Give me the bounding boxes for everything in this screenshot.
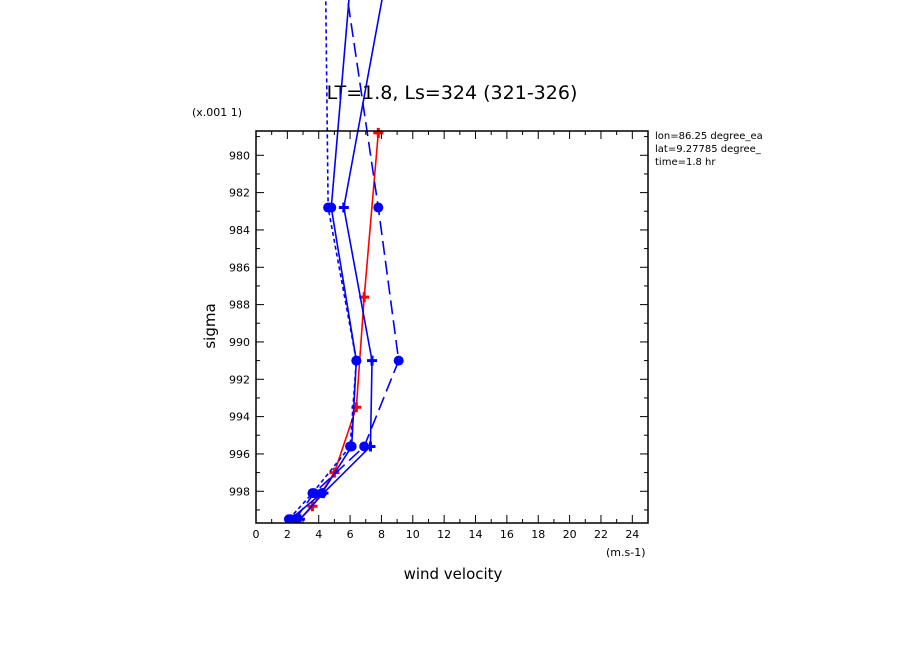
x-tick-label: 24 xyxy=(625,528,639,541)
series-line xyxy=(299,0,383,520)
y-tick-label: 982 xyxy=(229,187,250,200)
x-tick-label: 20 xyxy=(563,528,577,541)
series-point xyxy=(318,488,329,499)
y-scale-label: (x.001 1) xyxy=(192,106,242,119)
series-2 xyxy=(294,0,383,523)
y-tick-label: 990 xyxy=(229,336,250,349)
x-scale-label: (m.s-1) xyxy=(606,546,646,559)
x-tick-label: 18 xyxy=(531,528,545,541)
series-layer xyxy=(283,0,404,523)
series-point xyxy=(359,441,370,452)
series-point xyxy=(345,441,356,452)
y-axis-label: sigma xyxy=(201,303,219,348)
y-tick-label: 998 xyxy=(229,485,250,498)
x-tick-label: 12 xyxy=(437,528,451,541)
y-tick-label: 996 xyxy=(229,448,250,461)
series-point xyxy=(373,202,384,213)
x-tick-label: 2 xyxy=(284,528,291,541)
annotation-time: time=1.8 hr xyxy=(655,157,716,168)
axes-layer: 0 2 4 6 8 10 12 14 16 18 20 22 249809829849869889909… xyxy=(229,130,649,541)
plot-frame xyxy=(255,130,649,524)
series-point xyxy=(393,355,404,366)
y-tick-label: 980 xyxy=(229,149,250,162)
series-point xyxy=(307,488,318,499)
series-point xyxy=(351,355,362,366)
y-tick-label: 994 xyxy=(229,411,250,424)
y-tick-label: 984 xyxy=(229,224,250,237)
series-4 xyxy=(283,0,362,523)
series-line xyxy=(289,0,358,520)
x-tick-label: 10 xyxy=(406,528,420,541)
x-tick-label: 4 xyxy=(315,528,322,541)
series-point xyxy=(283,514,294,523)
y-tick-label: 992 xyxy=(229,373,250,386)
chart-title: LT=1.8, Ls=324 (321-326) xyxy=(327,82,578,104)
x-tick-label: 14 xyxy=(469,528,483,541)
series-line xyxy=(288,0,358,520)
x-tick-label: 6 xyxy=(347,528,354,541)
y-tick-label: 986 xyxy=(229,261,250,274)
x-tick-label: 16 xyxy=(500,528,514,541)
series-point xyxy=(338,202,349,213)
annotation-lon: lon=86.25 degree_ea xyxy=(655,131,763,142)
series-point xyxy=(367,355,378,366)
x-axis-label: wind velocity xyxy=(404,565,503,583)
x-tick-label: 8 xyxy=(378,528,385,541)
x-tick-label: 0 xyxy=(253,528,260,541)
series-point xyxy=(323,202,334,213)
series-line xyxy=(294,0,400,520)
x-tick-label: 22 xyxy=(594,528,608,541)
y-tick-label: 988 xyxy=(229,299,250,312)
annotation-lat: lat=9.27785 degree_ xyxy=(655,144,762,155)
